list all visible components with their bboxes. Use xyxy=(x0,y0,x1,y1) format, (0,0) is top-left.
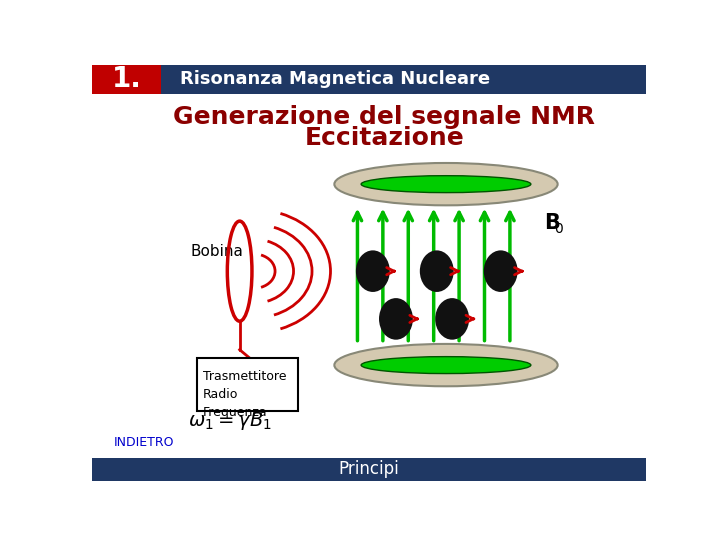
Text: Principi: Principi xyxy=(338,460,400,478)
Ellipse shape xyxy=(379,298,413,340)
FancyBboxPatch shape xyxy=(197,358,298,411)
Bar xyxy=(92,457,647,481)
Text: 1.: 1. xyxy=(112,65,141,93)
Text: INDIETRO: INDIETRO xyxy=(113,436,174,449)
Ellipse shape xyxy=(420,251,454,292)
Ellipse shape xyxy=(361,356,531,374)
Text: Generazione del segnale NMR: Generazione del segnale NMR xyxy=(174,105,595,129)
Text: Eccitazione: Eccitazione xyxy=(305,126,464,150)
Ellipse shape xyxy=(435,298,469,340)
Text: B: B xyxy=(544,213,560,233)
Text: Risonanza Magnetica Nucleare: Risonanza Magnetica Nucleare xyxy=(180,70,490,89)
Bar xyxy=(92,65,161,94)
Ellipse shape xyxy=(484,251,518,292)
Text: 0: 0 xyxy=(554,222,563,236)
Ellipse shape xyxy=(361,176,531,193)
Text: Bobina: Bobina xyxy=(190,244,243,259)
Ellipse shape xyxy=(334,163,558,205)
Text: Trasmettitore
Radio
Frequenza: Trasmettitore Radio Frequenza xyxy=(203,370,286,420)
Text: $\omega_1 = \gamma B_1$: $\omega_1 = \gamma B_1$ xyxy=(188,409,272,431)
Bar xyxy=(92,65,647,94)
Ellipse shape xyxy=(356,251,390,292)
Ellipse shape xyxy=(334,344,558,386)
